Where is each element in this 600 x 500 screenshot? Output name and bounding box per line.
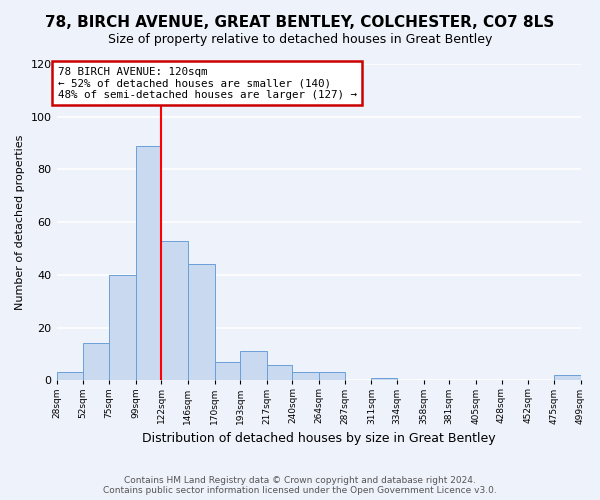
Text: 78, BIRCH AVENUE, GREAT BENTLEY, COLCHESTER, CO7 8LS: 78, BIRCH AVENUE, GREAT BENTLEY, COLCHES… xyxy=(46,15,554,30)
Bar xyxy=(240,352,267,380)
Bar xyxy=(267,364,292,380)
Bar xyxy=(56,372,83,380)
Bar xyxy=(188,264,215,380)
Text: Size of property relative to detached houses in Great Bentley: Size of property relative to detached ho… xyxy=(108,32,492,46)
Bar xyxy=(554,375,581,380)
Y-axis label: Number of detached properties: Number of detached properties xyxy=(15,134,25,310)
Bar xyxy=(161,240,188,380)
Text: Contains HM Land Registry data © Crown copyright and database right 2024.
Contai: Contains HM Land Registry data © Crown c… xyxy=(103,476,497,495)
Bar xyxy=(215,362,240,380)
Bar xyxy=(319,372,344,380)
Bar xyxy=(371,378,397,380)
Bar xyxy=(109,275,136,380)
X-axis label: Distribution of detached houses by size in Great Bentley: Distribution of detached houses by size … xyxy=(142,432,496,445)
Bar xyxy=(83,344,109,380)
Text: 78 BIRCH AVENUE: 120sqm
← 52% of detached houses are smaller (140)
48% of semi-d: 78 BIRCH AVENUE: 120sqm ← 52% of detache… xyxy=(58,66,356,100)
Bar xyxy=(136,146,161,380)
Bar xyxy=(292,372,319,380)
